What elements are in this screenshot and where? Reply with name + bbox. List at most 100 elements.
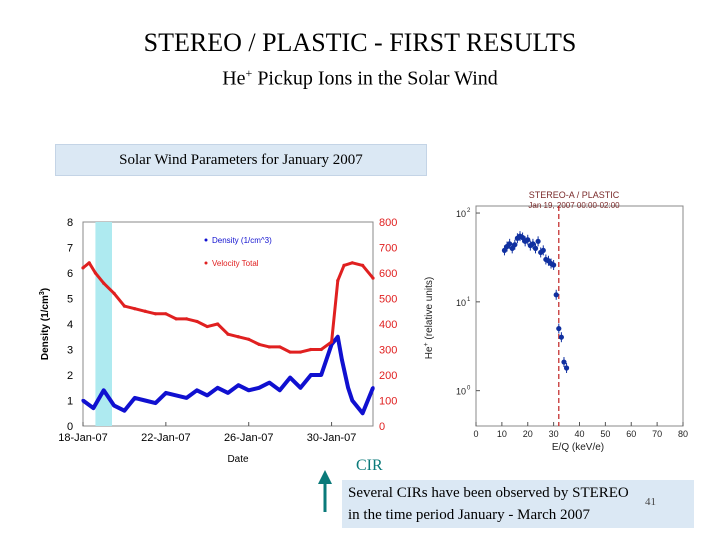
velocity-point (278, 345, 282, 349)
note-line-2: in the time period January - March 2007 (348, 507, 591, 523)
velocity-point (164, 312, 168, 316)
density-point (133, 396, 137, 400)
legend-velocity-marker (204, 261, 208, 265)
velocity-point (102, 281, 106, 285)
energy-tick-label: 50 (600, 429, 610, 439)
density-point (122, 409, 127, 413)
date-axis-label: Date (227, 454, 249, 465)
density-axis-label: Density (1/cm3) (39, 288, 51, 360)
date-tick-label: 30-Jan-07 (307, 432, 357, 444)
density-point (216, 386, 220, 390)
density-point (226, 391, 230, 395)
density-point (350, 398, 354, 403)
velocity-point (93, 271, 98, 275)
cir-label: CIR (356, 457, 383, 474)
note-line-1: Several CIRs have been observed by STERE… (348, 485, 629, 501)
density-tick-label: 1 (67, 396, 73, 408)
legend-density: Density (1/cm^3) (212, 236, 272, 245)
density-tick-label: 0 (67, 421, 73, 433)
energy-tick-label: 40 (574, 429, 584, 439)
spectrum-subtitle: Jan 19, 2007 00:00-02:00 (528, 201, 620, 210)
spectrum-point (532, 245, 539, 251)
page-number: 41 (645, 496, 656, 508)
subtitle-he: He (222, 67, 246, 90)
energy-tick-label: 70 (652, 429, 662, 439)
density-point (112, 404, 116, 408)
density-point (309, 373, 313, 377)
density-point (195, 388, 199, 392)
density-point (278, 388, 282, 392)
density-point (174, 393, 178, 397)
velocity-point (87, 261, 91, 265)
velocity-point (112, 291, 116, 295)
velocity-point (122, 304, 127, 308)
velocity-point (226, 332, 230, 336)
velocity-point (174, 317, 178, 321)
spectrum-point (556, 325, 562, 332)
velocity-point (371, 276, 375, 280)
spectrum-point (553, 292, 559, 298)
legend: Density (1/cm^3) Velocity Total (204, 236, 272, 268)
velocity-tick-label: 0 (379, 421, 385, 433)
velocity-point (319, 347, 323, 352)
velocity-series-line (82, 261, 375, 354)
density-point (81, 398, 85, 403)
cir-arrow-icon (318, 470, 332, 512)
highlight-band (95, 222, 112, 426)
spectrum-point (507, 241, 513, 247)
spectrum-point (558, 334, 564, 340)
legend-density-marker (204, 238, 208, 242)
velocity-point (133, 307, 137, 311)
density-point (164, 391, 168, 395)
log-tick-label: 10 (456, 298, 466, 308)
velocity-tick-label: 300 (379, 345, 397, 357)
energy-tick-label: 0 (473, 429, 478, 439)
slide-subtitle: He+ Pickup Ions in the Solar Wind (0, 66, 720, 91)
energy-tick-label: 60 (626, 429, 636, 439)
velocity-point (153, 312, 158, 316)
left-chart-frame (82, 221, 374, 427)
spectrum-point (509, 245, 515, 251)
chart-banner: Solar Wind Parameters for January 2007 (55, 144, 427, 176)
velocity-tick-label: 200 (379, 370, 397, 382)
spectrum-point (540, 247, 546, 253)
velocity-tick-label: 600 (379, 268, 397, 280)
log-tick-label: 10 (456, 209, 466, 219)
date-tick-label: 26-Jan-07 (224, 432, 274, 444)
spectrum-point (525, 237, 531, 243)
velocity-tick-label: 100 (379, 396, 397, 408)
log-tick-exponent: 1 (467, 297, 471, 303)
density-point (346, 386, 350, 390)
spectrum-point (535, 238, 541, 244)
highlight-rect (95, 222, 112, 426)
energy-tick-label: 30 (549, 429, 559, 439)
density-point (205, 393, 209, 397)
velocity-tick-label: 700 (379, 243, 397, 255)
density-point (184, 396, 189, 400)
density-point (143, 398, 147, 403)
density-point (319, 373, 323, 377)
log-tick-exponent: 0 (467, 386, 471, 392)
density-tick-label: 8 (67, 217, 73, 229)
velocity-point (288, 350, 292, 354)
velocity-point (195, 319, 199, 324)
energy-tick-label: 80 (678, 429, 688, 439)
density-tick-label: 3 (67, 345, 73, 357)
density-point (371, 386, 375, 390)
cir-note: Several CIRs have been observed by STERE… (342, 480, 694, 528)
density-tick-label: 5 (67, 294, 73, 306)
spectrum-point (501, 247, 508, 253)
velocity-point (247, 337, 251, 341)
density-point (257, 386, 261, 390)
energy-tick-label: 20 (523, 429, 533, 439)
velocity-point (267, 345, 272, 349)
velocity-point (336, 279, 340, 283)
spectrum-point (519, 234, 526, 241)
density-point (267, 381, 272, 385)
density-point (336, 335, 340, 339)
density-tick-label: 7 (67, 243, 73, 255)
spectrum-title: STEREO-A / PLASTIC (529, 190, 620, 200)
density-point (153, 401, 158, 405)
energy-tick-label: 10 (497, 429, 507, 439)
